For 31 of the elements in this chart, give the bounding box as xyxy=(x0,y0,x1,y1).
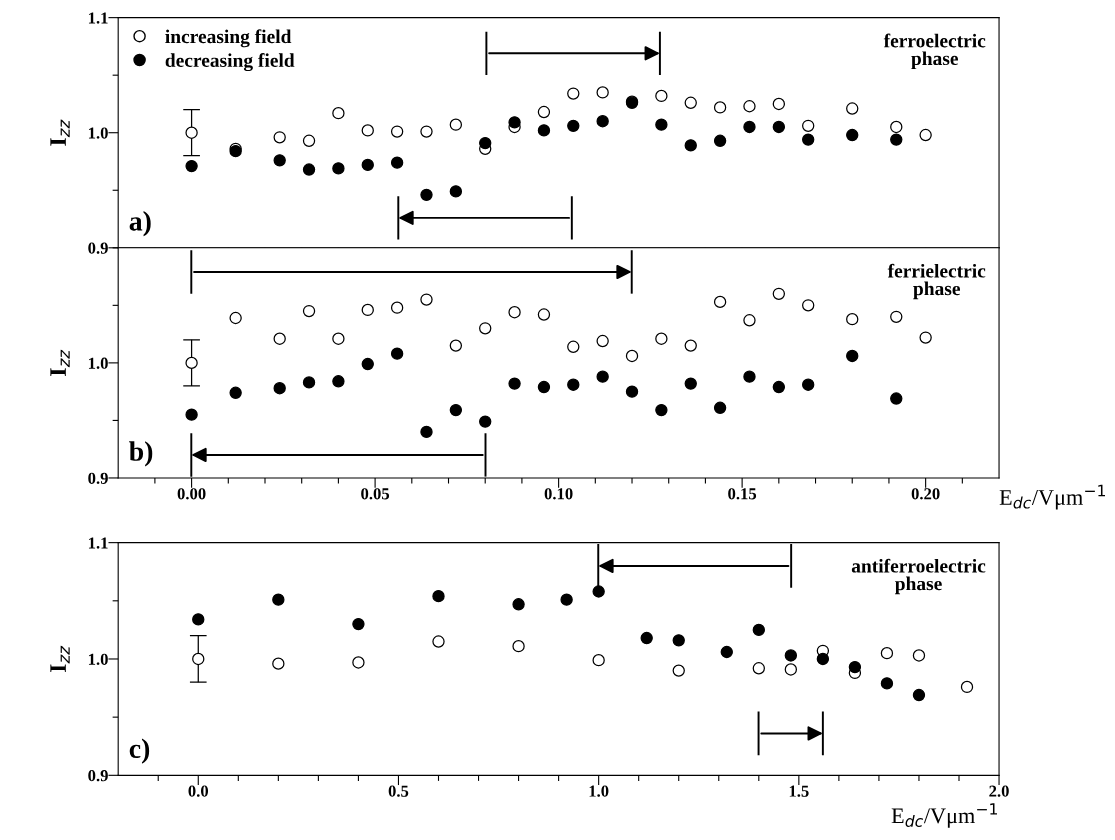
x-tick-label: 0.15 xyxy=(728,488,757,500)
y-axis-title: I$_{zz}$ xyxy=(50,119,70,146)
annotation: antiferroelectric phase xyxy=(851,558,986,595)
y-tick-label: 0.9 xyxy=(88,242,108,254)
annotation: ferroelectric phase xyxy=(883,33,986,70)
x-tick-label: 2.0 xyxy=(989,785,1009,797)
legend-label: decreasing field xyxy=(165,53,295,72)
annotation: ferrielectric phase xyxy=(887,263,986,300)
y-tick-label: 1.1 xyxy=(88,12,108,24)
y-tick-label: 0.9 xyxy=(88,472,108,484)
y-axis-title: I$_{zz}$ xyxy=(50,349,70,376)
y-tick-label: 1.0 xyxy=(88,357,108,369)
x-tick-label: 1.5 xyxy=(789,785,809,797)
x-tick-label: 0.5 xyxy=(388,785,409,797)
y-axis-title: I$_{zz}$ xyxy=(50,645,70,672)
y-tick-label: 1.0 xyxy=(88,127,108,139)
annotation: b) xyxy=(129,441,153,467)
y-tick-label: 0.9 xyxy=(88,770,108,782)
x-tick-label: 1.0 xyxy=(589,785,609,797)
annotation: a) xyxy=(129,211,151,237)
x-axis-title: E$_{dc}$/Vμm$^{−1}$ xyxy=(999,484,1105,510)
x-tick-label: 0.05 xyxy=(361,488,390,500)
x-tick-label: 0.20 xyxy=(911,488,940,500)
x-tick-label: 0.10 xyxy=(544,488,573,500)
x-tick-label: 0.00 xyxy=(177,488,206,500)
legend-label: increasing field xyxy=(165,29,292,48)
x-axis-title: E$_{dc}$/Vμm$^{−1}$ xyxy=(891,803,997,828)
x-tick-label: 0.0 xyxy=(188,785,209,797)
annotation: c) xyxy=(129,738,150,764)
y-tick-label: 1.0 xyxy=(88,653,108,665)
y-tick-label: 1.1 xyxy=(88,537,108,549)
